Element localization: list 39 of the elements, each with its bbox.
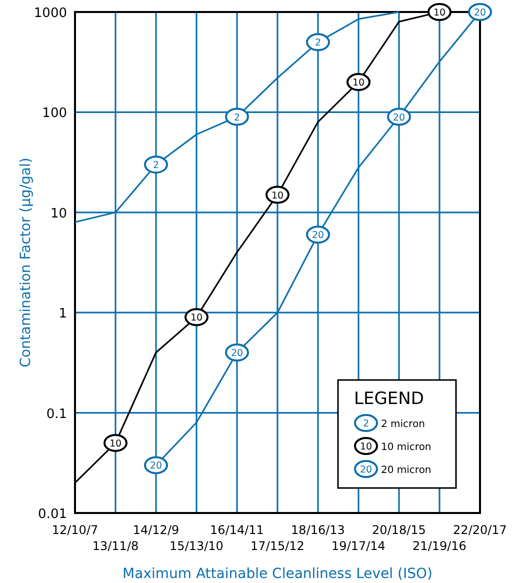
x-tick-label: 13/11/8	[92, 539, 139, 553]
y-tick-label: 1000	[34, 6, 67, 21]
annotation: 20	[474, 8, 486, 18]
x-axis-title: Maximum Attainable Cleanliness Level (ISO)	[122, 566, 432, 582]
x-tick-label: 19/17/14	[332, 539, 386, 553]
legend-label: 20 micron	[381, 465, 432, 476]
annotation: 10	[190, 312, 203, 324]
legend-label: 2 micron	[381, 419, 425, 430]
text: 2	[362, 418, 370, 430]
y-axis-title: Contamination Factor (µg/gal)	[18, 158, 34, 368]
annotation: 2	[314, 38, 322, 49]
x-tick-label: 18/16/13	[291, 523, 345, 537]
x-tick-label: 12/10/7	[52, 523, 98, 537]
x-tick-label: 14/12/9	[132, 523, 180, 537]
x-tick-label: 20/18/15	[372, 523, 426, 537]
annotation: 10	[352, 78, 365, 89]
annotation: 2	[152, 160, 160, 172]
y-tick-label: 100	[42, 106, 67, 122]
x-tick-label: 16/14/11	[210, 523, 264, 537]
y-tick-label: 1	[58, 306, 67, 322]
x-tick-label: 15/13/10	[170, 539, 224, 553]
annotation: 2	[234, 112, 240, 124]
annotation: 10	[109, 438, 122, 450]
y-tick-label: 10	[50, 206, 67, 222]
y-tick-label: 0.1	[46, 406, 67, 422]
text: 10	[360, 442, 372, 452]
annotation: 20	[150, 460, 162, 472]
y-tick-label: 0.01	[38, 507, 67, 522]
annotation: 20	[312, 230, 324, 242]
x-tick-label: 21/19/16	[412, 539, 466, 553]
annotation: 10	[271, 190, 284, 202]
x-tick-label: 22/20/17	[453, 523, 507, 537]
legend-title: LEGEND	[354, 389, 424, 409]
annotation: 10	[433, 8, 446, 18]
annotation: 20	[230, 348, 244, 359]
x-tick-label: 17/15/12	[250, 539, 304, 553]
text: 20	[360, 464, 372, 476]
legend-label: 10 micron	[381, 442, 432, 453]
annotation: 20	[392, 112, 406, 124]
